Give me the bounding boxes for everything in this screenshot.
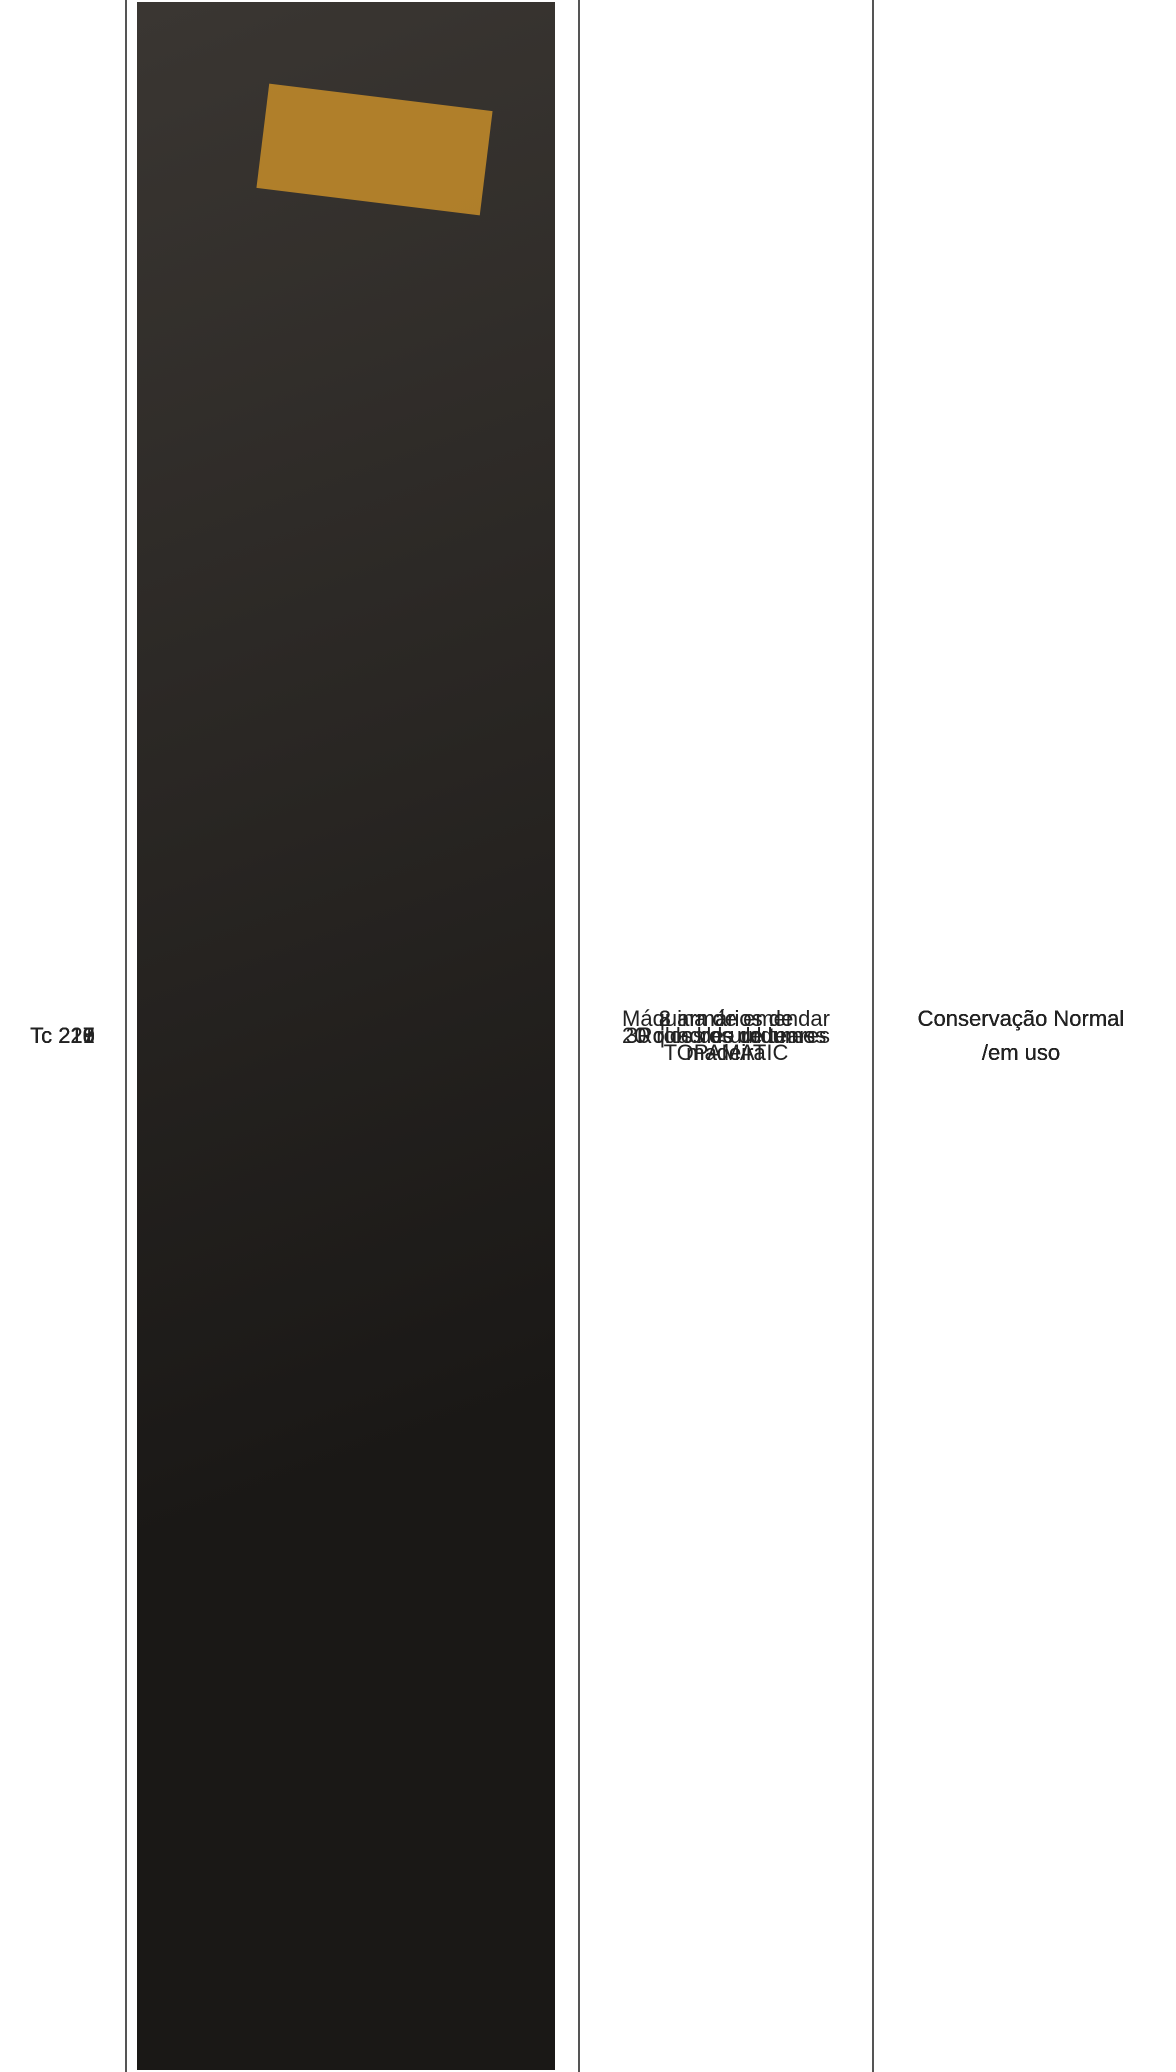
condition-cell: Conservação Normal/em uso <box>874 0 1168 2072</box>
description-line: TOPAMATIC <box>663 1040 789 1065</box>
item-code: Tc 219 <box>30 1023 95 1048</box>
condition-line: Conservação Normal <box>917 1006 1125 1031</box>
photo <box>137 2 555 2070</box>
description-line: 8 armários de <box>658 1006 794 1031</box>
description-cell: 8 armários de madeira <box>580 0 872 2072</box>
condition-line: /em uso <box>981 1040 1061 1065</box>
description-line: 30 rolos de urdumes <box>625 1023 827 1048</box>
item-code: Tc 221 <box>30 1023 95 1048</box>
condition-line: Conservação Normal <box>917 1006 1125 1031</box>
condition-cell: Conservação Normal/em uso <box>874 0 1168 2072</box>
description-cell: 30 rolos de urdumes <box>580 0 872 2072</box>
description-line: madeira <box>686 1040 766 1065</box>
code-cell: Tc 218 <box>0 0 125 2072</box>
description-cell: Máquina de emendar TOPAMATIC <box>580 0 872 2072</box>
condition-line: /em uso <box>981 1040 1061 1065</box>
condition-line: /em uso <box>981 1040 1061 1065</box>
photo-object <box>256 83 493 216</box>
description-line: Rolos de urdumes <box>636 1023 816 1048</box>
condition-line: /em uso <box>981 1040 1061 1065</box>
condition-line: Conservação Normal <box>917 1006 1125 1031</box>
description-cell: 20 quadros de teares <box>580 0 872 2072</box>
condition-cell: Conservação Normal/em uso <box>874 0 1168 2072</box>
cell-border <box>578 0 580 2072</box>
condition-line: /em uso <box>981 1040 1061 1065</box>
description-line: 20 quadros de teares <box>622 1023 830 1048</box>
condition-line: Conservação Normal <box>917 1006 1125 1031</box>
cell-border <box>872 0 874 2072</box>
code-cell: Tc 217 <box>0 0 125 2072</box>
item-code: Tc 220 <box>30 1023 95 1048</box>
description-cell: Rolos de urdumes <box>580 0 872 2072</box>
condition-cell: Conservação Normal/em uso <box>874 0 1168 2072</box>
code-cell: Tc 220 <box>0 0 125 2072</box>
description-line: madeira <box>686 1040 766 1065</box>
code-cell: Tc 221 <box>0 0 125 2072</box>
description-line: Máquina de emendar <box>622 1006 830 1031</box>
item-code: Tc 218 <box>30 1023 95 1048</box>
condition-line: Conservação Normal <box>917 1006 1125 1031</box>
condition-cell: Conservação Normal/em uso <box>874 0 1168 2072</box>
code-cell: Tc 219 <box>0 0 125 2072</box>
condition-line: Conservação Normal <box>917 1006 1125 1031</box>
description-line: 2 armários de <box>658 1006 794 1031</box>
condition-cell: Conservação Normal/em uso <box>874 0 1168 2072</box>
code-cell: Tc 216 <box>0 0 125 2072</box>
item-code: Tc 216 <box>30 1023 95 1048</box>
description-cell: 2 armários de madeira <box>580 0 872 2072</box>
condition-line: /em uso <box>981 1040 1061 1065</box>
item-code: Tc 217 <box>30 1023 95 1048</box>
cell-border <box>125 0 127 2072</box>
